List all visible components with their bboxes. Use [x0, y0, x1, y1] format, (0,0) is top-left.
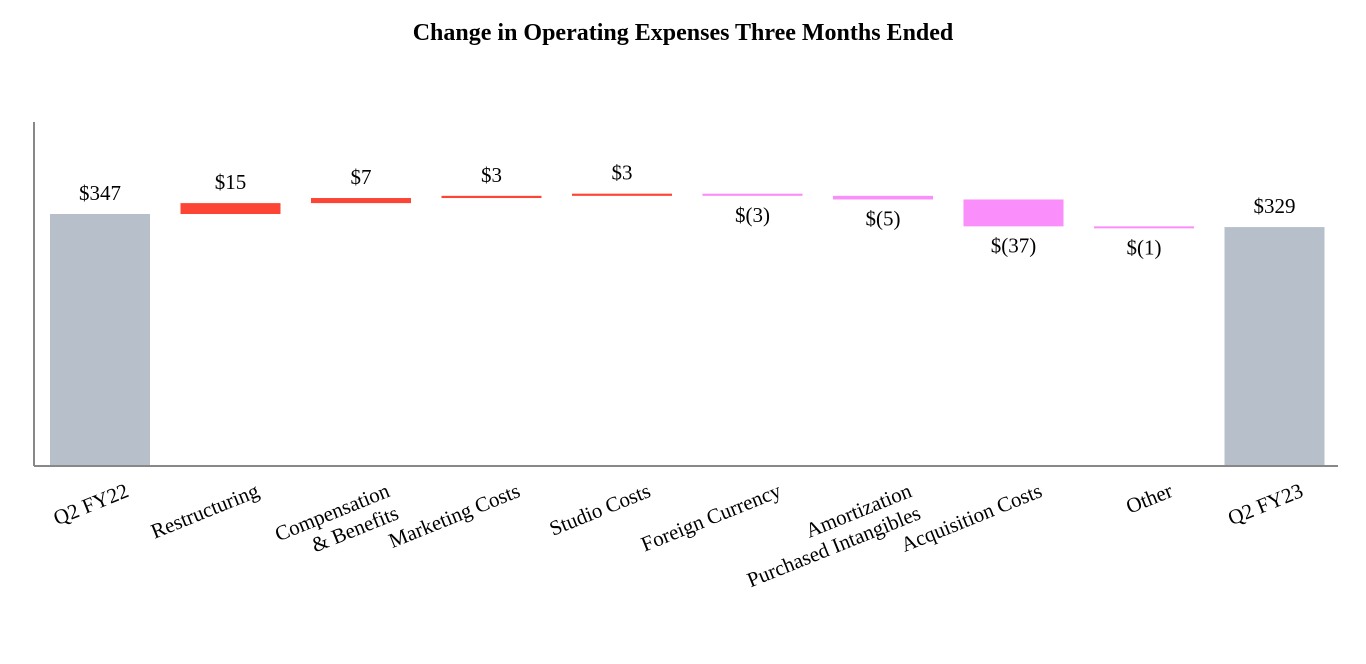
tick-label-9: Q2 FY23	[1224, 478, 1306, 530]
bar-8	[1094, 226, 1194, 229]
chart-title: Change in Operating Expenses Three Month…	[412, 20, 954, 46]
data-label-9: $329	[1254, 194, 1296, 218]
bar-0	[50, 214, 150, 466]
bars-group	[50, 193, 1325, 466]
data-label-7: $(37)	[991, 233, 1037, 257]
bar-2	[311, 198, 411, 204]
data-label-3: $3	[481, 163, 502, 187]
tick-label-line: Studio Costs	[546, 478, 654, 540]
tick-label-line: Marketing Costs	[385, 478, 523, 552]
tick-label-line: Restructuring	[147, 478, 262, 543]
data-label-8: $(1)	[1127, 235, 1162, 259]
bar-9	[1224, 227, 1325, 466]
bar-6	[833, 195, 933, 200]
bar-5	[702, 193, 803, 196]
tick-label-4: Studio Costs	[546, 478, 654, 540]
data-label-1: $15	[215, 170, 247, 194]
bar-1	[180, 203, 281, 214]
tick-label-line: Q2 FY23	[1224, 478, 1306, 530]
tick-label-1: Restructuring	[147, 478, 262, 543]
bar-4	[572, 193, 672, 196]
data-label-4: $3	[612, 161, 633, 185]
tick-labels-group: Q2 FY22 Restructuring Compensation& Benefi…	[50, 478, 1307, 592]
data-labels-group: $347 $15 $7 $3 $3 $(3) $(5) $(37) $(1) $329	[79, 161, 1296, 260]
data-label-2: $7	[351, 165, 372, 189]
bar-7	[963, 199, 1064, 227]
bar-3	[441, 195, 542, 199]
tick-label-5: Foreign Currency	[637, 478, 784, 556]
tick-label-3: Marketing Costs	[385, 478, 523, 552]
tick-label-8: Other	[1123, 478, 1176, 518]
data-label-5: $(3)	[735, 203, 770, 227]
data-label-6: $(5)	[866, 206, 901, 230]
tick-label-line: Q2 FY22	[50, 478, 132, 530]
tick-label-0: Q2 FY22	[50, 478, 132, 530]
tick-label-2: Compensation& Benefits	[271, 478, 402, 568]
data-label-0: $347	[79, 181, 121, 205]
tick-label-line: Foreign Currency	[637, 478, 784, 556]
tick-label-line: Other	[1123, 478, 1176, 518]
